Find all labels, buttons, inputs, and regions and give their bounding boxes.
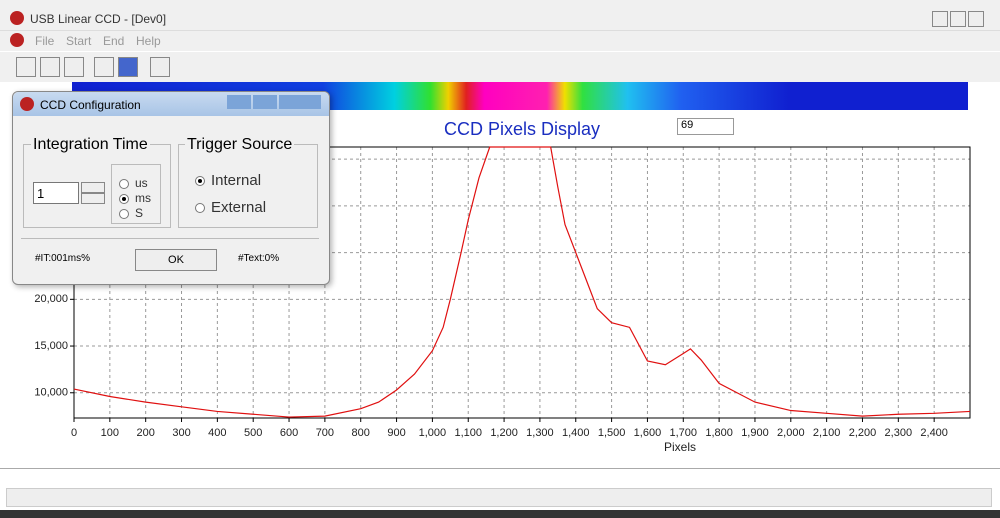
spin-down[interactable] — [81, 193, 105, 204]
x-tick-label: 300 — [172, 427, 190, 439]
x-tick-label: 1,300 — [526, 427, 554, 439]
radio-ms[interactable]: ms — [119, 191, 151, 205]
y-tick-label: 10,000 — [34, 387, 68, 399]
divider — [21, 238, 319, 239]
minimize-button[interactable] — [932, 11, 948, 27]
x-tick-label: 2,400 — [920, 427, 948, 439]
dialog-title-bar: CCD Configuration — [13, 92, 329, 116]
x-tick-label: 1,800 — [705, 427, 733, 439]
unit-box — [111, 164, 161, 224]
x-tick-label: 100 — [101, 427, 119, 439]
group-label: Integration Time — [31, 136, 150, 154]
dialog-maximize[interactable] — [253, 95, 277, 109]
maximize-button[interactable] — [950, 11, 966, 27]
dialog-minimize[interactable] — [227, 95, 251, 109]
x-tick-label: 200 — [137, 427, 155, 439]
radio-us[interactable]: us — [119, 176, 148, 190]
status-right: #Text:0% — [238, 253, 280, 264]
x-tick-label: 1,200 — [490, 427, 518, 439]
x-axis-label: Pixels — [664, 440, 696, 454]
radio-internal[interactable]: Internal — [195, 172, 261, 189]
radio-s[interactable]: S — [119, 206, 143, 220]
x-tick-label: 2,100 — [813, 427, 841, 439]
integration-input[interactable]: 1 — [33, 182, 79, 204]
x-tick-label: 500 — [244, 427, 262, 439]
x-tick-label: 2,200 — [849, 427, 877, 439]
pause-button[interactable] — [118, 57, 138, 77]
y-tick-label: 20,000 — [34, 293, 68, 305]
menu-item[interactable]: End — [103, 34, 125, 48]
dialog-icon — [20, 97, 34, 111]
x-tick-label: 800 — [352, 427, 370, 439]
app-icon — [10, 11, 24, 25]
y-tick-label: 15,000 — [34, 340, 68, 352]
x-tick-label: 400 — [208, 427, 226, 439]
x-tick-label: 1,600 — [634, 427, 662, 439]
menu-item[interactable]: Start — [66, 34, 92, 48]
doc-icon — [10, 33, 24, 47]
menu-item[interactable]: File — [35, 34, 55, 48]
menu-bar: File Start End Help — [0, 31, 1000, 51]
dialog-close[interactable] — [279, 95, 321, 109]
toolbar — [0, 52, 1000, 82]
config-dialog: CCD Configuration Integration Time 1 us … — [12, 91, 330, 285]
separator — [0, 468, 1000, 469]
menu-item[interactable]: Help — [136, 34, 161, 48]
x-tick-label: 1,900 — [741, 427, 769, 439]
x-tick-label: 0 — [71, 427, 77, 439]
chart-title: CCD Pixels Display — [444, 119, 600, 139]
save-button[interactable] — [64, 57, 84, 77]
x-tick-label: 1,100 — [454, 427, 482, 439]
taskbar — [0, 510, 1000, 518]
dialog-title: CCD Configuration — [40, 98, 141, 112]
status-left: #IT:001ms% — [35, 253, 91, 264]
x-tick-label: 1,400 — [562, 427, 590, 439]
x-tick-label: 2,000 — [777, 427, 805, 439]
window-title: USB Linear CCD - [Dev0] — [30, 12, 167, 26]
x-tick-label: 1,700 — [670, 427, 698, 439]
x-tick-label: 900 — [387, 427, 405, 439]
x-tick-label: 2,300 — [885, 427, 913, 439]
x-tick-label: 700 — [316, 427, 334, 439]
x-tick-label: 600 — [280, 427, 298, 439]
device-button[interactable] — [150, 57, 170, 77]
close-button[interactable] — [968, 11, 984, 27]
x-tick-label: 1,000 — [419, 427, 447, 439]
title-bar: USB Linear CCD - [Dev0] — [0, 0, 1000, 31]
open-button[interactable] — [16, 57, 36, 77]
ok-button[interactable]: OK — [135, 249, 217, 271]
x-tick-label: 1,500 — [598, 427, 626, 439]
group-label: Trigger Source — [185, 136, 295, 154]
delete-button[interactable] — [40, 57, 60, 77]
spin-up[interactable] — [81, 182, 105, 193]
data-line — [73, 146, 971, 418]
play-button[interactable] — [94, 57, 114, 77]
pixel-input[interactable]: 69 — [677, 118, 734, 135]
scrollbar[interactable] — [6, 488, 992, 507]
radio-external[interactable]: External — [195, 199, 266, 216]
